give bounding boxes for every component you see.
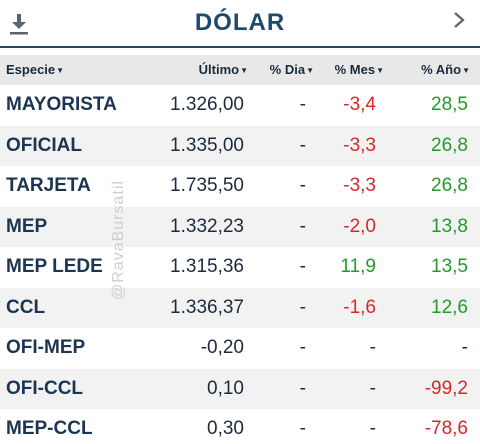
- sort-caret-icon: ▼: [56, 66, 65, 75]
- table-row[interactable]: MEP LEDE 1.315,36 - 11,9 13,5: [0, 247, 480, 288]
- row-ultimo: 1.336,37: [170, 296, 244, 318]
- row-dia: -: [299, 296, 306, 318]
- row-ano: -99,2: [424, 377, 468, 399]
- row-ano: -78,6: [424, 418, 468, 439]
- row-name-link[interactable]: MEP-CCL: [6, 418, 93, 439]
- table-row[interactable]: MEP-CCL 0,30 - - -78,6: [0, 409, 480, 444]
- table-row[interactable]: MEP 1.332,23 - -2,0 13,8: [0, 206, 480, 247]
- row-name-link[interactable]: MAYORISTA: [6, 94, 117, 115]
- quotes-table: MAYORISTA 1.326,00 - -3,4 28,5 OFICIAL 1.335,0…: [0, 85, 480, 444]
- row-name-link[interactable]: OFI-MEP: [6, 337, 86, 358]
- row-dia: -: [299, 418, 306, 439]
- panel-header: DÓLAR: [0, 0, 480, 46]
- sort-caret-icon: ▼: [462, 66, 470, 75]
- row-dia: -: [299, 215, 306, 237]
- row-mes: -: [369, 418, 376, 439]
- table-row[interactable]: TARJETA 1.735,50 - -3,3 26,8: [0, 166, 480, 207]
- row-mes: -3,3: [343, 175, 376, 196]
- table-row[interactable]: OFI-CCL 0,10 - - -99,2: [0, 368, 480, 409]
- row-dia: -: [299, 134, 306, 156]
- row-mes: -1,6: [343, 296, 376, 318]
- sort-caret-icon: ▼: [240, 66, 248, 75]
- row-ano: 26,8: [431, 134, 468, 156]
- row-mes: -: [369, 337, 376, 358]
- row-mes: -3,4: [343, 94, 376, 115]
- sort-caret-icon: ▼: [376, 66, 384, 75]
- row-name-link[interactable]: CCL: [6, 296, 46, 318]
- row-dia: -: [299, 377, 306, 399]
- row-ultimo: 1.735,50: [170, 175, 244, 196]
- row-name-link[interactable]: MEP: [6, 215, 48, 237]
- table-header: Especie▼ Último▼ % Dia▼ % Mes▼ % Año▼: [0, 55, 480, 85]
- row-ultimo: 1.332,23: [170, 215, 244, 237]
- table-row[interactable]: MAYORISTA 1.326,00 - -3,4 28,5: [0, 85, 480, 126]
- row-ano: 26,8: [431, 175, 468, 196]
- row-name-link[interactable]: OFI-CCL: [6, 377, 84, 399]
- row-dia: -: [299, 175, 306, 196]
- download-icon[interactable]: [8, 12, 30, 36]
- row-ano: 12,6: [431, 296, 468, 318]
- watermark: @RavaBursatil: [110, 180, 127, 300]
- row-mes: -: [369, 377, 376, 399]
- table-row[interactable]: OFI-MEP -0,20 - - -: [0, 328, 480, 369]
- row-ultimo: 1.326,00: [170, 94, 244, 115]
- row-mes: 11,9: [340, 256, 376, 277]
- row-mes: -2,0: [343, 215, 376, 237]
- row-ano: -: [461, 337, 468, 358]
- column-header-especie[interactable]: Especie▼: [6, 62, 65, 77]
- row-mes: -3,3: [343, 134, 376, 156]
- column-header-mes[interactable]: % Mes▼: [334, 62, 384, 77]
- row-ultimo: 1.335,00: [170, 134, 244, 156]
- page-title: DÓLAR: [194, 9, 286, 36]
- header-divider: [0, 46, 480, 48]
- row-name-link[interactable]: OFICIAL: [6, 134, 82, 156]
- table-row[interactable]: CCL 1.336,37 - -1,6 12,6: [0, 287, 480, 328]
- row-ultimo: 0,10: [207, 377, 244, 399]
- row-ano: 13,5: [431, 256, 468, 277]
- column-header-ultimo[interactable]: Último▼: [198, 62, 248, 77]
- row-ano: 28,5: [431, 94, 468, 115]
- row-ultimo: 1.315,36: [170, 256, 244, 277]
- row-ano: 13,8: [431, 215, 468, 237]
- column-header-dia[interactable]: % Dia▼: [269, 62, 314, 77]
- column-header-ano[interactable]: % Año▼: [421, 62, 470, 77]
- row-ultimo: 0,30: [207, 418, 244, 439]
- chevron-right-icon[interactable]: [452, 10, 466, 30]
- row-name-link[interactable]: MEP LEDE: [6, 256, 103, 277]
- row-dia: -: [299, 256, 306, 277]
- row-name-link[interactable]: TARJETA: [6, 175, 91, 196]
- sort-caret-icon: ▼: [306, 66, 314, 75]
- row-dia: -: [299, 337, 306, 358]
- row-ultimo: -0,20: [200, 337, 244, 358]
- table-row[interactable]: OFICIAL 1.335,00 - -3,3 26,8: [0, 125, 480, 166]
- row-dia: -: [299, 94, 306, 115]
